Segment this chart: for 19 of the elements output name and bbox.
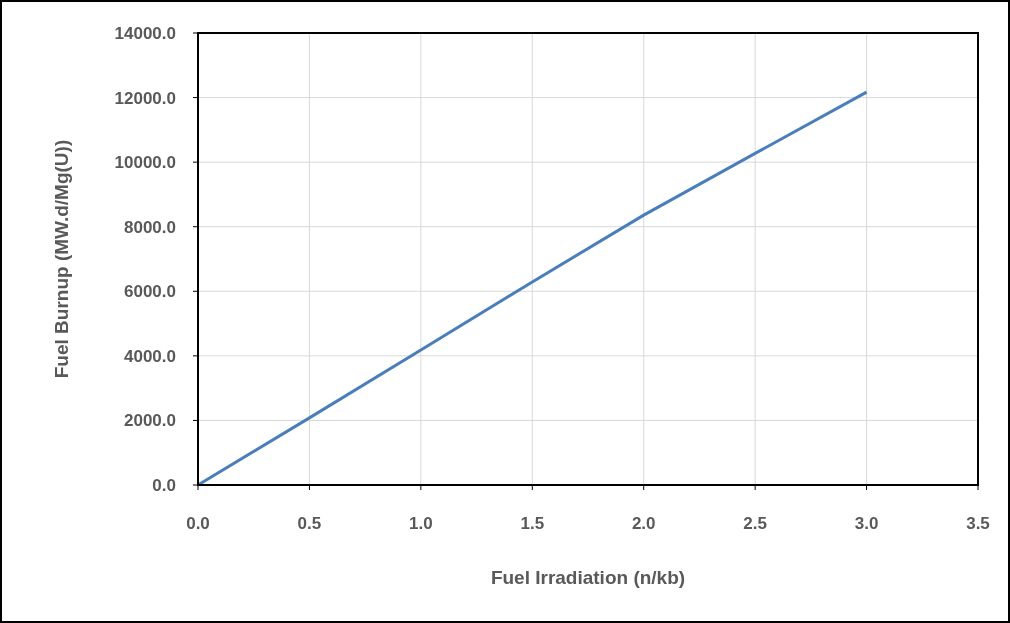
x-tick-label: 2.5 bbox=[743, 514, 767, 533]
x-tick-label: 3.5 bbox=[966, 514, 990, 533]
x-tick-label: 3.0 bbox=[854, 514, 879, 533]
x-tick-label: 1.5 bbox=[520, 514, 545, 533]
y-axis-title: Fuel Burnup (MW.d/Mg(U)) bbox=[51, 139, 72, 379]
x-tick-label: 0.5 bbox=[297, 514, 322, 533]
y-tick-label: 4000.0 bbox=[124, 346, 176, 366]
x-axis-title: Fuel Irradiation (n/kb) bbox=[490, 567, 686, 588]
y-tick-label: 8000.0 bbox=[124, 217, 176, 237]
y-tick-label: 6000.0 bbox=[124, 282, 176, 302]
y-tick-label: 12000.0 bbox=[114, 88, 176, 108]
y-tick-label: 0.0 bbox=[152, 475, 176, 495]
y-tick-label: 10000.0 bbox=[114, 153, 176, 173]
line-series bbox=[196, 90, 869, 487]
y-tick-label: 2000.0 bbox=[124, 411, 176, 431]
x-tick-label: 0.0 bbox=[186, 514, 210, 533]
x-tick-label: 1.0 bbox=[409, 514, 433, 533]
y-tick-label: 14000.0 bbox=[114, 23, 176, 43]
x-tick-label: 2.0 bbox=[631, 514, 656, 533]
